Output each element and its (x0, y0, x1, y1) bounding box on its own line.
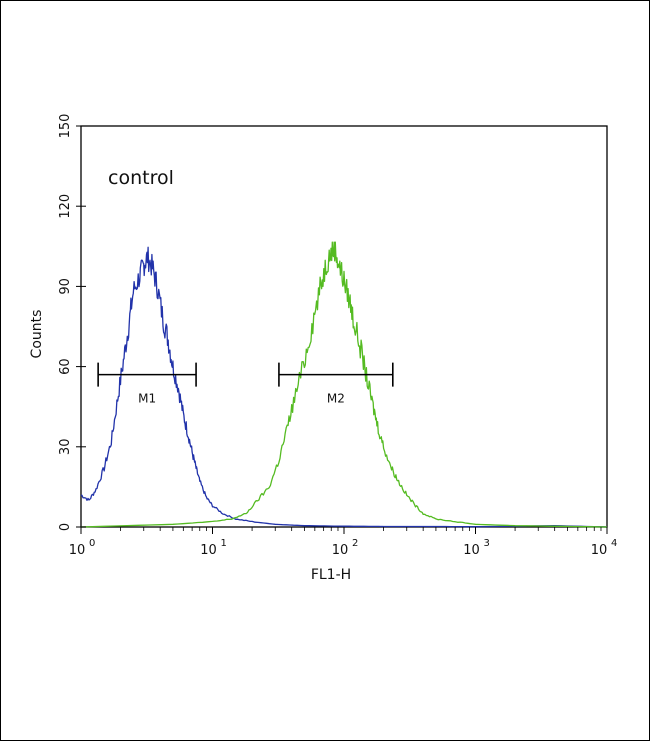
x-tick-label: 10 (591, 543, 608, 558)
y-tick-label: 0 (58, 523, 73, 531)
x-tick-exponent: 3 (484, 538, 490, 549)
marker-layer: M1 M2 (97, 362, 394, 406)
x-tick-exponent: 1 (221, 538, 227, 549)
y-tick-label: 90 (58, 278, 73, 295)
marker-label: M1 (138, 392, 156, 406)
series-layer (80, 241, 608, 528)
series-1-line (80, 246, 608, 528)
y-tick-label: 60 (58, 358, 73, 375)
x-tick-exponent: 0 (89, 538, 95, 549)
x-tick-exponent: 4 (611, 538, 617, 549)
y-tick-label: 120 (58, 194, 73, 219)
control-annotation: control (108, 167, 174, 189)
x-tick-label: 10 (69, 543, 86, 558)
x-axis-label: FL1-H (311, 567, 351, 583)
marker-m2: M2 (278, 362, 394, 406)
y-tick-label: 150 (58, 114, 73, 139)
x-tick-label: 10 (332, 543, 349, 558)
marker-m1: M1 (97, 362, 197, 406)
y-tick-label: 30 (58, 439, 73, 456)
x-tick-label: 10 (463, 543, 480, 558)
marker-label: M2 (327, 392, 345, 406)
series-2-line (80, 241, 608, 528)
y-axis-label: Counts (29, 310, 45, 359)
x-tick-exponent: 2 (352, 538, 358, 549)
plot-area (80, 125, 608, 528)
x-tick-label: 10 (200, 543, 217, 558)
